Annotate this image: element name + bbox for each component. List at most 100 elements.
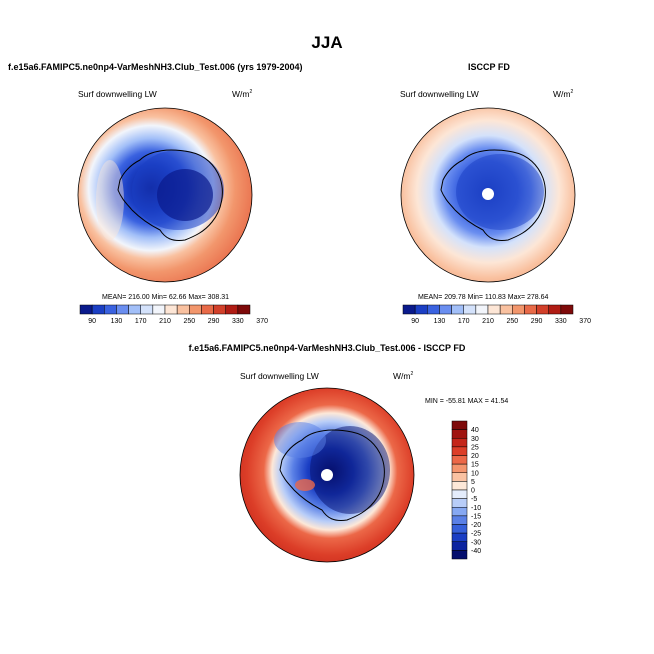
diff-colorbar-box (451, 541, 468, 551)
diff-colorbar-tick-label: -5 (471, 496, 477, 503)
obs-pole-hole (482, 188, 494, 200)
model-colorbar-box (225, 304, 239, 315)
obs-colorbar-box (414, 304, 428, 315)
diff-colorbar-box (451, 429, 468, 439)
obs-colorbar-box (427, 304, 440, 315)
diff-colorbar-tick-label: 25 (471, 444, 479, 451)
obs-colorbar-box (451, 304, 464, 315)
diff-colorbar-box (451, 420, 468, 430)
model-units-label: W/m2 (232, 89, 253, 99)
obs-units-label: W/m2 (553, 89, 574, 99)
diff-colorbar-tick-label: -25 (471, 531, 481, 538)
model-colorbar-box (104, 304, 117, 315)
obs-colorbar-box (548, 304, 562, 315)
obs-colorbar-box (463, 304, 477, 315)
model-colorbar-tick-label: 170 (135, 318, 147, 325)
diff-panel-heading: f.e15a6.FAMIPC5.ne0np4-VarMeshNH3.Club_T… (188, 343, 466, 353)
obs-colorbar-tick-label: 210 (482, 318, 494, 325)
obs-variable-label: Surf downwelling LW (400, 89, 479, 99)
obs-colorbar-tick-label: 330 (555, 318, 567, 325)
diff-colorbar-box (451, 515, 468, 525)
model-colorbar-tick-label: 370 (256, 318, 268, 325)
diff-colorbar-box (451, 481, 468, 491)
diff-colorbar-box (451, 498, 468, 508)
diff-colorbar-box (451, 489, 468, 499)
diff-colorbar-tick-label: 30 (471, 436, 479, 443)
diff-colorbar-tick-label: -30 (471, 539, 481, 546)
diff-units-label: W/m2 (393, 371, 414, 381)
model-antarctica-coast (117, 149, 223, 241)
obs-colorbar-box (487, 304, 501, 315)
model-colorbar-box (152, 304, 166, 315)
model-colorbar-box (140, 304, 154, 315)
obs-colorbar-box (475, 304, 489, 315)
obs-stats: MEAN= 209.78 Min= 110.83 Max= 278.64 (418, 294, 549, 301)
diff-colorbar-tick-label: -20 (471, 522, 481, 529)
obs-colorbar-tick-label: 370 (579, 318, 591, 325)
model-colorbar-box (237, 304, 251, 315)
obs-colorbar-box (536, 304, 549, 315)
diff-colorbar-box (451, 507, 468, 517)
obs-colorbar-box (439, 304, 452, 315)
model-colorbar-box (189, 304, 202, 315)
model-colorbar-box (201, 304, 214, 315)
obs-colorbar-tick-label: 170 (458, 318, 470, 325)
obs-colorbar-tick-label: 130 (434, 318, 446, 325)
diff-colorbar-tick-label: 10 (471, 470, 479, 477)
diff-stats: MIN = -55.81 MAX = 41.54 (425, 398, 509, 405)
obs-colorbar-tick-label: 290 (531, 318, 543, 325)
diff-variable-label: Surf downwelling LW (240, 371, 319, 381)
model-colorbar-box (176, 304, 190, 315)
diff-colorbar-box (451, 438, 468, 448)
model-colorbar-box (128, 304, 141, 315)
diff-colorbar-box (451, 455, 468, 465)
model-colorbar: 90 130 170 210 250 290 330 370 (79, 304, 268, 325)
model-variable-label: Surf downwelling LW (78, 89, 157, 99)
model-panel-heading: f.e15a6.FAMIPC5.ne0np4-VarMeshNH3.Club_T… (8, 62, 303, 72)
obs-map (400, 107, 576, 283)
model-colorbar-box (213, 304, 226, 315)
obs-colorbar-tick-label: 250 (506, 318, 518, 325)
obs-colorbar-box (402, 304, 416, 315)
diff-colorbar-tick-label: 15 (471, 462, 479, 469)
model-colorbar-tick-label: 130 (111, 318, 123, 325)
model-stats: MEAN= 216.00 Min= 62.66 Max= 308.31 (102, 294, 230, 301)
model-colorbar-tick-label: 290 (208, 318, 220, 325)
diff-colorbar-tick-label: 0 (471, 488, 475, 495)
diff-colorbar-box (451, 463, 468, 473)
diff-colorbar-tick-label: -10 (471, 505, 481, 512)
model-colorbar-tick-label: 90 (88, 318, 96, 325)
diff-colorbar-tick-label: 5 (471, 479, 475, 486)
obs-colorbar-box (512, 304, 525, 315)
diff-colorbar-box (451, 446, 468, 456)
model-colorbar-tick-label: 210 (159, 318, 171, 325)
diff-colorbar-tick-label: 20 (471, 453, 479, 460)
model-colorbar-box (164, 304, 178, 315)
diff-map (239, 387, 415, 563)
model-colorbar-box (116, 304, 129, 315)
diff-colorbar-box (451, 472, 468, 482)
obs-colorbar-box (524, 304, 537, 315)
diff-antarctica-coast (279, 429, 385, 521)
obs-antarctica-coast (440, 149, 546, 241)
model-map (77, 107, 253, 283)
obs-colorbar: 90 130 170 210 250 290 330 370 (402, 304, 591, 325)
obs-panel-heading: ISCCP FD (468, 62, 510, 72)
diff-colorbar-tick-label: 40 (471, 427, 479, 434)
obs-colorbar-box (560, 304, 574, 315)
diff-colorbar-box (451, 532, 468, 542)
diff-colorbar-tick-label: -40 (471, 548, 481, 555)
diff-colorbar-box (451, 524, 468, 534)
main-title: JJA (311, 33, 343, 52)
model-colorbar-box (79, 304, 93, 315)
diff-pole-hole (321, 469, 333, 481)
diff-colorbar-tick-label: -15 (471, 513, 481, 520)
obs-colorbar-box (499, 304, 513, 315)
model-colorbar-tick-label: 250 (183, 318, 195, 325)
obs-colorbar-tick-label: 90 (411, 318, 419, 325)
model-colorbar-box (91, 304, 105, 315)
diff-colorbar-box (451, 550, 468, 560)
model-colorbar-tick-label: 330 (232, 318, 244, 325)
